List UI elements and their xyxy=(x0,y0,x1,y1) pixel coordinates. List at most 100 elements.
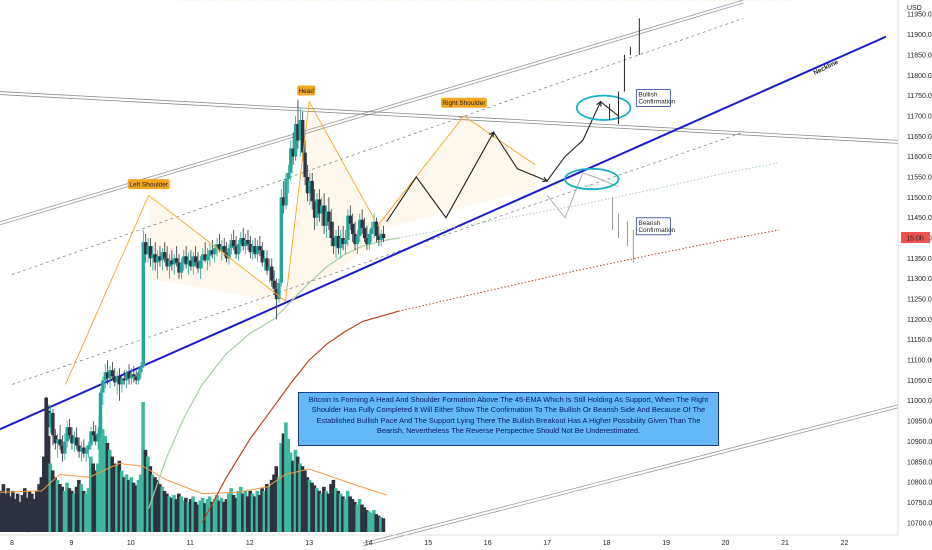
candle-body-35 xyxy=(127,372,131,379)
volume-bar-35 xyxy=(81,490,86,532)
candle-body-62 xyxy=(191,256,195,267)
candle-body-103 xyxy=(289,148,293,173)
time-tick-12: 20 xyxy=(722,540,730,547)
time-tick-11: 19 xyxy=(662,540,670,547)
time-tick-7: 15 xyxy=(424,540,432,547)
volume-bar-161 xyxy=(381,518,386,532)
candle-body-114 xyxy=(315,199,319,218)
candle-body-140 xyxy=(377,236,381,241)
candle-body-87 xyxy=(251,246,255,253)
candle-body-24 xyxy=(101,380,105,393)
candle-body-106 xyxy=(296,124,300,141)
volume-bar-130 xyxy=(307,479,312,532)
candle-body-5 xyxy=(56,439,60,444)
candle-body-36 xyxy=(129,374,134,379)
candle-body-119 xyxy=(327,211,331,222)
volume-bar-11 xyxy=(25,497,29,533)
candle-body-10 xyxy=(67,427,72,436)
bullish-confirmation-label-box xyxy=(635,89,671,107)
volume-bar-13 xyxy=(30,493,34,532)
volume-bar-65 xyxy=(153,477,157,532)
volume-bar-122 xyxy=(288,452,293,532)
volume-bar-72 xyxy=(169,497,174,533)
volume-bar-66 xyxy=(155,479,160,532)
volume-bar-22 xyxy=(50,470,55,532)
volume-bar-17 xyxy=(39,477,44,532)
volume-bar-108 xyxy=(255,490,260,532)
bullish-projection-path xyxy=(386,100,619,223)
left-shoulder-label-box xyxy=(127,179,170,190)
candle-body-82 xyxy=(239,238,243,245)
volume-bar-84 xyxy=(198,500,202,532)
candle-body-77 xyxy=(227,248,231,259)
volume-bar-26 xyxy=(60,486,64,532)
candle-body-51 xyxy=(165,258,169,267)
volume-bar-76 xyxy=(179,496,183,532)
candle-body-83 xyxy=(241,238,245,247)
volume-bar-9 xyxy=(20,495,25,532)
candle-body-55 xyxy=(174,258,179,263)
candle-body-18 xyxy=(86,445,91,450)
volume-moving-average xyxy=(0,462,387,496)
candle-body-79 xyxy=(232,240,236,247)
candle-body-107 xyxy=(298,120,302,141)
price-tick-9: 11500.00 xyxy=(907,195,932,202)
price-tick-15: 11200.00 xyxy=(907,317,932,324)
candle-body-33 xyxy=(122,378,126,381)
currency-label: USD xyxy=(907,5,922,12)
analysis-note: Bitcoin Is Forming A Head And Shoulder F… xyxy=(298,392,719,446)
volume-bar-37 xyxy=(86,488,91,532)
price-tick-7: 11600.00 xyxy=(907,154,932,161)
volume-bar-160 xyxy=(379,516,383,532)
volume-bar-111 xyxy=(262,490,267,532)
candle-body-32 xyxy=(120,378,124,385)
candle-body-65 xyxy=(198,260,203,269)
candle-body-59 xyxy=(184,256,188,265)
volume-bar-39 xyxy=(91,463,95,532)
volume-bar-107 xyxy=(253,496,257,532)
candle-body-132 xyxy=(358,219,362,236)
volume-bar-55 xyxy=(129,477,133,532)
candle-body-109 xyxy=(303,152,307,177)
candle-body-20 xyxy=(91,431,96,436)
volume-bar-117 xyxy=(276,477,281,532)
volume-bar-152 xyxy=(360,504,364,532)
volume-bar-90 xyxy=(212,499,217,532)
candle-body-134 xyxy=(362,227,367,238)
price-tick-21: 10900.00 xyxy=(907,439,932,446)
candle-body-60 xyxy=(186,260,191,265)
volume-bar-49 xyxy=(115,466,119,532)
volume-bar-63 xyxy=(148,466,153,532)
price-tick-3: 11800.00 xyxy=(907,73,932,80)
candle-body-73 xyxy=(217,244,222,251)
right-shoulder-label-text: Right Shoulder xyxy=(442,100,486,107)
volume-bar-33 xyxy=(77,479,81,532)
candle-body-28 xyxy=(110,370,115,377)
volume-bar-28 xyxy=(65,482,69,532)
volume-bar-19 xyxy=(44,397,48,532)
candle-body-95 xyxy=(270,266,274,281)
candle-body-91 xyxy=(260,250,264,263)
left-shoulder-label-text: Left Shoulder xyxy=(129,182,169,189)
candle-body-31 xyxy=(117,376,122,385)
volume-bar-25 xyxy=(58,484,62,532)
volume-bar-78 xyxy=(184,497,188,533)
candle-body-126 xyxy=(343,240,348,245)
volume-bar-45 xyxy=(105,442,110,532)
candle-body-72 xyxy=(215,244,219,249)
volume-bar-144 xyxy=(341,496,345,532)
candle-body-129 xyxy=(351,223,355,234)
volume-bar-44 xyxy=(103,436,107,532)
candle-body-26 xyxy=(105,372,110,379)
bullish-confirmation-ellipse xyxy=(575,94,632,121)
candle-body-120 xyxy=(329,221,333,238)
volume-bar-120 xyxy=(284,422,288,532)
volume-bar-159 xyxy=(376,515,381,532)
volume-bar-53 xyxy=(124,474,129,532)
volume-bar-97 xyxy=(229,488,233,532)
candle-body-48 xyxy=(158,256,162,261)
candle-body-100 xyxy=(282,197,286,206)
price-tick-0: 11950.00 xyxy=(907,12,932,19)
volume-bar-147 xyxy=(348,496,352,532)
